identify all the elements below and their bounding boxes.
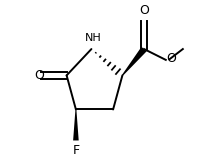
Text: O: O <box>139 4 149 17</box>
Polygon shape <box>122 47 147 76</box>
Polygon shape <box>73 110 79 140</box>
Text: F: F <box>72 144 79 157</box>
Text: NH: NH <box>84 33 101 43</box>
Text: O: O <box>35 69 44 82</box>
Text: O: O <box>167 52 176 65</box>
